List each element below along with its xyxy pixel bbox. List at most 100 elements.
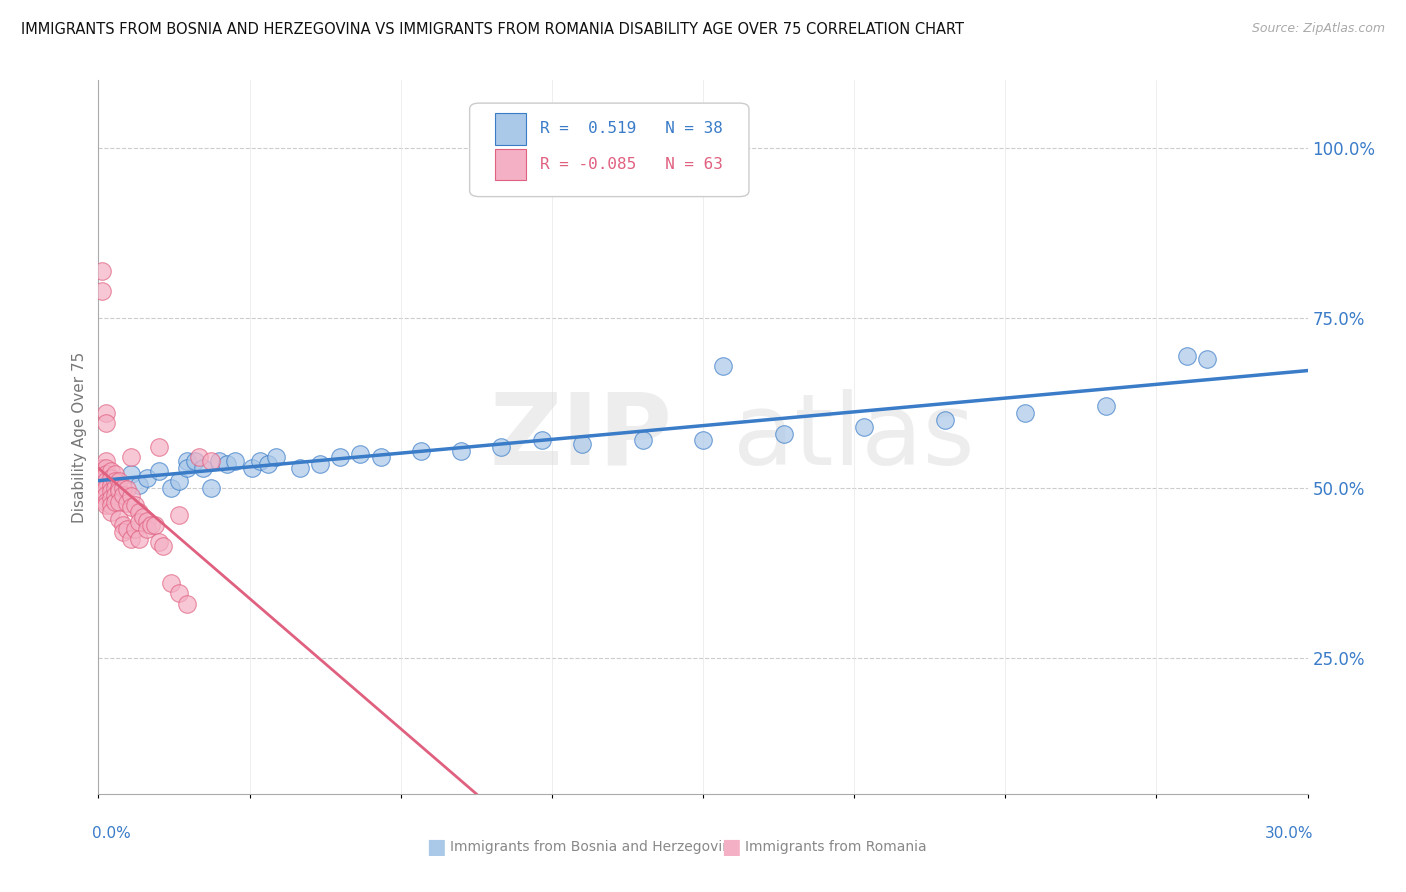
Point	[100, 477, 122, 491]
Point	[120, 467, 142, 482]
Point	[160, 576, 183, 591]
Point	[200, 481, 222, 495]
Point	[100, 471, 122, 485]
Point	[256, 457, 278, 471]
Point	[100, 505, 122, 519]
Point	[772, 426, 794, 441]
Point	[349, 447, 371, 461]
Point	[96, 498, 118, 512]
Point	[167, 475, 190, 489]
Point	[91, 475, 114, 489]
Point	[128, 532, 150, 546]
Point	[176, 460, 198, 475]
Point	[530, 434, 553, 448]
Point	[124, 522, 146, 536]
Text: ZIP: ZIP	[489, 389, 672, 485]
Point	[188, 450, 211, 465]
Point	[115, 496, 138, 510]
Point	[631, 434, 654, 448]
Point	[96, 475, 118, 489]
FancyBboxPatch shape	[495, 149, 526, 180]
Point	[167, 586, 190, 600]
Point	[409, 443, 432, 458]
Point	[135, 514, 157, 528]
Y-axis label: Disability Age Over 75: Disability Age Over 75	[72, 351, 87, 523]
Point	[91, 467, 114, 482]
Point	[240, 460, 263, 475]
Point	[96, 481, 118, 495]
Text: atlas: atlas	[734, 389, 974, 485]
Point	[200, 454, 222, 468]
Text: Immigrants from Romania: Immigrants from Romania	[745, 840, 927, 855]
Point	[148, 464, 170, 478]
Point	[135, 522, 157, 536]
Point	[115, 522, 138, 536]
Point	[208, 454, 231, 468]
FancyBboxPatch shape	[470, 103, 749, 196]
Point	[143, 518, 166, 533]
Point	[1175, 349, 1198, 363]
Point	[329, 450, 352, 465]
Text: ■: ■	[426, 838, 446, 857]
Point	[176, 454, 198, 468]
Point	[96, 488, 118, 502]
Point	[100, 464, 122, 478]
Point	[91, 460, 114, 475]
Point	[100, 498, 122, 512]
Point	[853, 420, 876, 434]
Point	[148, 440, 170, 454]
FancyBboxPatch shape	[495, 113, 526, 145]
Text: ■: ■	[721, 838, 741, 857]
Point	[1095, 400, 1118, 414]
Point	[450, 443, 472, 458]
Point	[1195, 351, 1218, 366]
Point	[124, 498, 146, 512]
Point	[103, 488, 125, 502]
Point	[160, 481, 183, 495]
Point	[111, 518, 134, 533]
Point	[128, 515, 150, 529]
Point	[120, 532, 142, 546]
Point	[91, 488, 114, 502]
Point	[91, 284, 114, 298]
Point	[96, 454, 118, 468]
Point	[107, 484, 129, 499]
Point	[111, 488, 134, 502]
Point	[288, 460, 311, 475]
Point	[100, 491, 122, 506]
Point	[120, 500, 142, 514]
Point	[139, 518, 162, 533]
Point	[96, 467, 118, 482]
Point	[370, 450, 392, 465]
Point	[96, 494, 118, 508]
Point	[103, 467, 125, 482]
Point	[224, 454, 246, 468]
Point	[249, 454, 271, 468]
Text: 30.0%: 30.0%	[1265, 826, 1313, 841]
Point	[91, 263, 114, 277]
Point	[571, 437, 593, 451]
Text: R =  0.519   N = 38: R = 0.519 N = 38	[540, 121, 723, 136]
Text: Immigrants from Bosnia and Herzegovina: Immigrants from Bosnia and Herzegovina	[450, 840, 740, 855]
Point	[111, 481, 134, 495]
Point	[103, 481, 125, 495]
Point	[217, 457, 239, 471]
Point	[96, 417, 118, 431]
Point	[120, 450, 142, 465]
Point	[193, 460, 215, 475]
Point	[152, 539, 174, 553]
Text: IMMIGRANTS FROM BOSNIA AND HERZEGOVINA VS IMMIGRANTS FROM ROMANIA DISABILITY AGE: IMMIGRANTS FROM BOSNIA AND HERZEGOVINA V…	[21, 22, 965, 37]
Text: R = -0.085   N = 63: R = -0.085 N = 63	[540, 157, 723, 172]
Point	[107, 481, 129, 495]
Point	[491, 440, 513, 454]
Point	[934, 413, 956, 427]
Point	[115, 483, 138, 497]
Point	[135, 471, 157, 485]
Point	[111, 525, 134, 540]
Text: Source: ZipAtlas.com: Source: ZipAtlas.com	[1251, 22, 1385, 36]
Point	[128, 477, 150, 491]
Point	[120, 489, 142, 503]
Point	[96, 406, 118, 420]
Point	[309, 457, 332, 471]
Point	[184, 454, 207, 468]
